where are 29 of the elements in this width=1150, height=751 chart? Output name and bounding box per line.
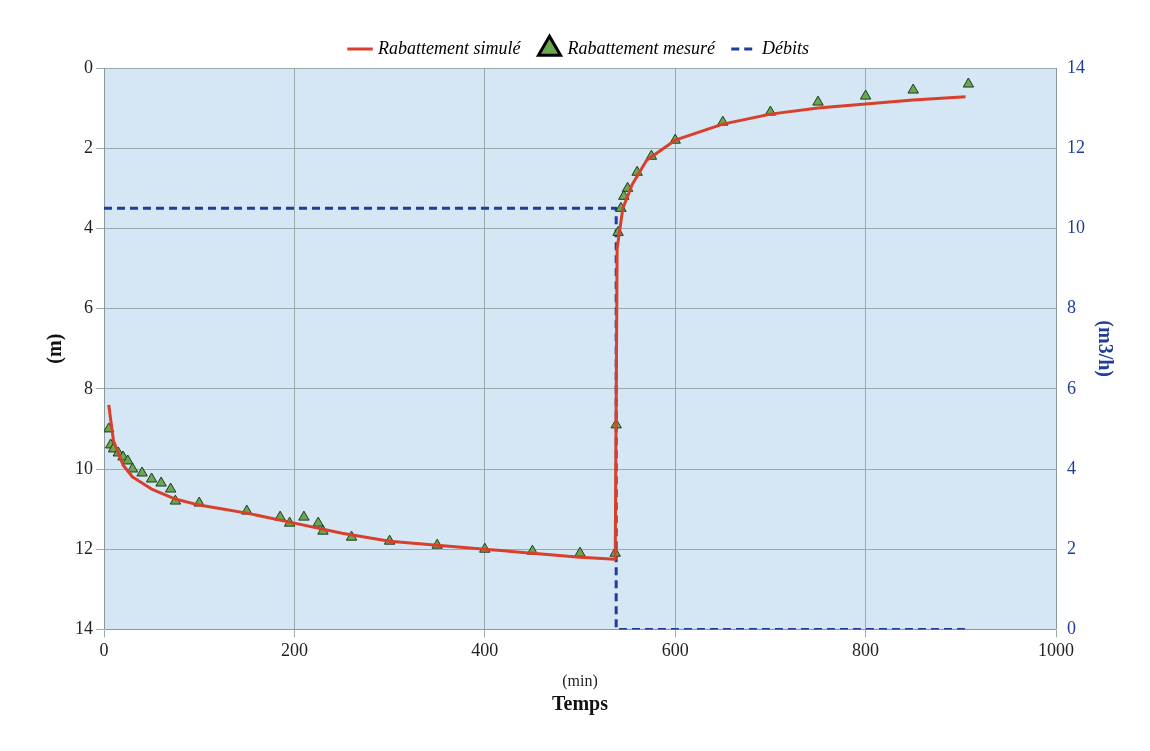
legend-label: Débits (760, 37, 809, 58)
y2-tick-label: 12 (1067, 136, 1085, 157)
x-tick-label: 600 (661, 639, 689, 660)
text: (min) (562, 671, 598, 690)
y-tick-label: 10 (75, 457, 93, 478)
y-tick-label: 6 (84, 297, 93, 318)
y2-tick-label: 2 (1067, 537, 1076, 558)
y-tick-label: 14 (75, 618, 93, 639)
y2-tick-label: 6 (1067, 377, 1076, 398)
y2-tick-label: 4 (1067, 457, 1076, 478)
legend-label: Rabattement simulé (377, 37, 522, 58)
legend-label: Rabattement mesuré (566, 37, 716, 58)
y-tick-label: 2 (84, 136, 93, 157)
x-tick-label: 800 (852, 639, 880, 660)
x-tick-label: 200 (280, 639, 308, 660)
y2-tick-label: 8 (1067, 297, 1076, 318)
y2-tick-label: 10 (1067, 217, 1085, 238)
y-tick-label: 4 (84, 217, 93, 238)
y-tick-label: 12 (75, 537, 93, 558)
y-tick-label: 0 (84, 56, 93, 77)
x-axis-title: Temps (552, 692, 609, 716)
x-tick-label: 0 (99, 639, 109, 660)
x-tick-label: 1000 (1038, 639, 1074, 660)
y-tick-label: 8 (84, 377, 93, 398)
y-axis-title: (m) (43, 333, 67, 364)
y2-tick-label: 0 (1067, 618, 1076, 639)
y2-tick-label: 14 (1067, 56, 1085, 77)
x-tick-label: 400 (471, 639, 499, 660)
y2-axis-title: (m3/h) (1093, 320, 1117, 378)
